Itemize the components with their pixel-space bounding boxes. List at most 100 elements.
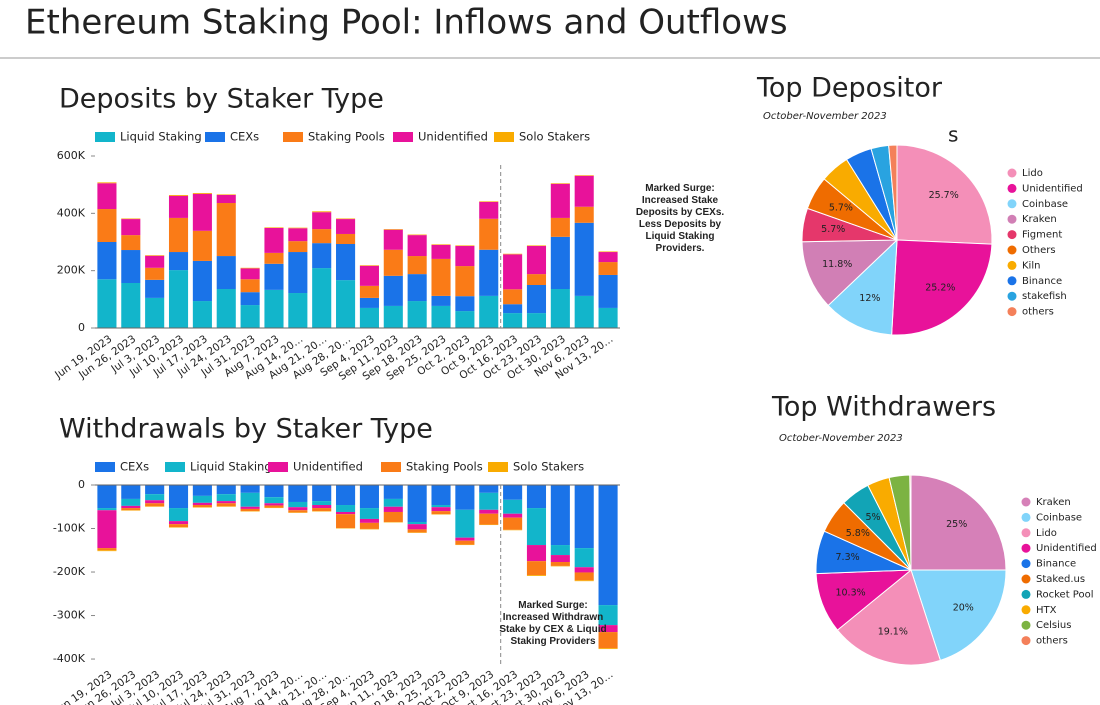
legend-label: Unidentified (1022, 183, 1083, 194)
bar-segment (145, 503, 165, 507)
bar-segment (383, 498, 403, 507)
bar-segment (550, 555, 570, 563)
legend-label: Staking Pools (308, 130, 385, 144)
legend-label: Figment (1022, 230, 1062, 241)
legend-label: Staking Pools (406, 460, 483, 474)
bar-segment (550, 183, 570, 184)
bar-segment (312, 229, 332, 244)
bar-segment (574, 548, 594, 568)
bar-segment (526, 285, 547, 314)
bar-segment (503, 289, 523, 305)
pie-slice (801, 239, 899, 307)
bar-segment (574, 295, 594, 328)
chart-subtitle: October-November 2023 (763, 111, 887, 122)
legend-swatch (1007, 168, 1017, 178)
bar-segment (359, 265, 379, 266)
legend-swatch (1007, 199, 1017, 209)
bar-segment (288, 228, 308, 242)
bar-segment (121, 218, 141, 220)
pie-slice (891, 239, 993, 336)
bar-segment (192, 505, 212, 508)
bar-segment (383, 485, 403, 499)
bar-segment (288, 241, 308, 253)
legend-swatch (283, 132, 303, 142)
pie-slice (909, 474, 912, 571)
bar-segment (455, 537, 475, 541)
bar-segment (455, 540, 475, 545)
bar-segment (479, 513, 499, 525)
legend-label: Binance (1022, 276, 1062, 287)
bar-segment (264, 485, 284, 498)
bar-segment (336, 233, 356, 245)
bar-segment (383, 506, 403, 512)
bar-segment (550, 485, 570, 546)
bar-segment (264, 503, 284, 506)
legend-swatch (95, 132, 115, 142)
bar-segment (574, 485, 594, 549)
bar-segment (121, 235, 141, 251)
legend-label: stakefish (1022, 291, 1067, 302)
bar-segment (359, 265, 379, 286)
bar-segment (359, 285, 379, 298)
y-tick-label: -300K (53, 609, 86, 622)
slice-label: 11.8% (822, 259, 852, 270)
bar-segment (455, 266, 475, 297)
bar-segment (97, 209, 117, 242)
bar-segment (598, 648, 618, 650)
bar-segment (574, 572, 594, 581)
bar-segment (359, 518, 379, 523)
bar-segment (503, 254, 523, 290)
bar-segment (336, 219, 356, 234)
bar-segment (431, 507, 451, 512)
bar-segment (216, 501, 236, 504)
bar-segment (288, 293, 308, 328)
legend-label: CEXs (230, 130, 259, 144)
slice-label: 5.8% (846, 528, 870, 539)
chart-title: Top Withdrawers (771, 392, 996, 423)
bar-segment (121, 485, 141, 499)
bar-segment (431, 305, 451, 328)
bar-segment (312, 485, 332, 502)
legend-swatch (1007, 183, 1017, 193)
legend-swatch (1007, 307, 1017, 317)
pie-slice (888, 144, 898, 241)
bar-segment (121, 505, 141, 509)
y-tick-label: -400K (53, 652, 86, 665)
pie-slice (836, 569, 941, 666)
bar-segment (240, 485, 260, 493)
legend-swatch (1007, 276, 1017, 286)
legend-label: Unidentified (293, 460, 363, 474)
bar-segment (598, 485, 618, 606)
page-title: Ethereum Staking Pool: Inflows and Outfl… (25, 3, 788, 43)
bar-segment (526, 508, 547, 546)
bar-segment (574, 222, 594, 296)
bar-segment (526, 274, 547, 285)
annotation: Marked Surge: Increased Stake Deposits b… (635, 183, 725, 254)
legend-label: Others (1022, 245, 1056, 256)
bar-segment (145, 255, 165, 256)
bar-segment (240, 267, 260, 269)
bar-segment (240, 305, 260, 328)
bar-segment (288, 507, 308, 511)
bar-segment (97, 550, 117, 552)
bar-segment (550, 289, 570, 328)
legend-swatch (1021, 605, 1031, 615)
bar-segment (336, 514, 356, 529)
legend-swatch (95, 462, 115, 472)
bar-segment (431, 511, 451, 515)
bar-segment (168, 195, 189, 218)
legend-swatch (1021, 559, 1031, 569)
bar-segment (526, 575, 547, 576)
bar-segment (312, 211, 332, 213)
bar-segment (216, 485, 236, 495)
bar-segment (216, 503, 236, 507)
bar-segment (383, 275, 403, 306)
bar-segment (121, 282, 141, 328)
bar-segment (550, 217, 570, 237)
bar-segment (407, 524, 427, 530)
bar-segment (407, 529, 427, 533)
legend-swatch (488, 462, 508, 472)
legend-swatch (1021, 497, 1031, 507)
bar-segment (598, 632, 618, 649)
